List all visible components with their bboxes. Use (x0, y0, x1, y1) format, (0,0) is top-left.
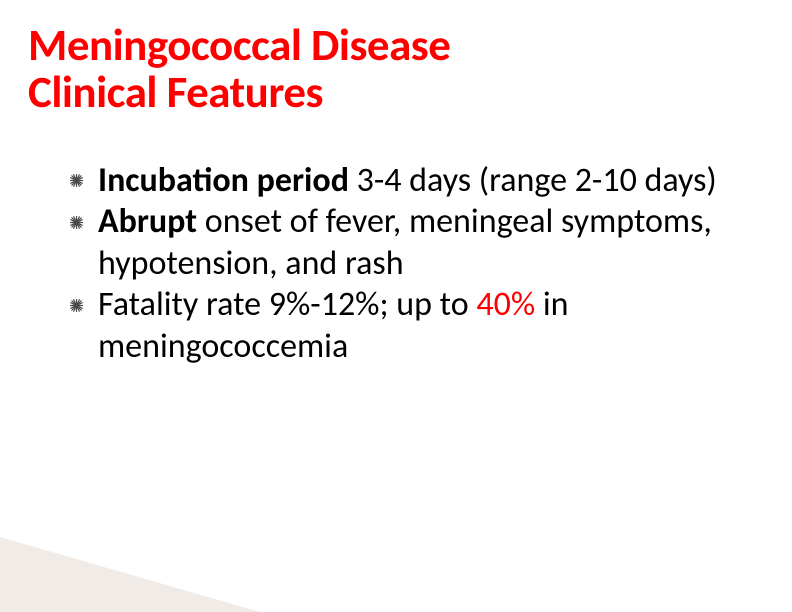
bullet-accent: 40% (476, 284, 535, 325)
decorative-wedge (0, 492, 300, 612)
list-item: Fatality rate 9%-12%; up to 40% in menin… (70, 284, 762, 367)
title-line-2: Clinical Features (28, 65, 323, 120)
bullet-list: Incubation period 3-4 days (range 2-10 d… (70, 160, 762, 367)
slide: Meningococcal Disease Clinical Features … (0, 0, 792, 612)
starburst-icon (70, 174, 83, 187)
bullet-bold-lead: Abrupt (98, 201, 197, 242)
slide-title: Meningococcal Disease Clinical Features (28, 22, 450, 117)
starburst-icon (70, 299, 83, 312)
list-item: Incubation period 3-4 days (range 2-10 d… (70, 160, 762, 201)
starburst-icon (70, 216, 83, 229)
list-item: Abrupt onset of fever, meningeal symptom… (70, 201, 762, 284)
bullet-rest: 3-4 days (range 2-10 days) (349, 160, 717, 201)
bullet-rest-pre: Fatality rate 9%-12%; up to (98, 284, 476, 325)
bullet-bold-lead: Incubation period (98, 160, 349, 201)
